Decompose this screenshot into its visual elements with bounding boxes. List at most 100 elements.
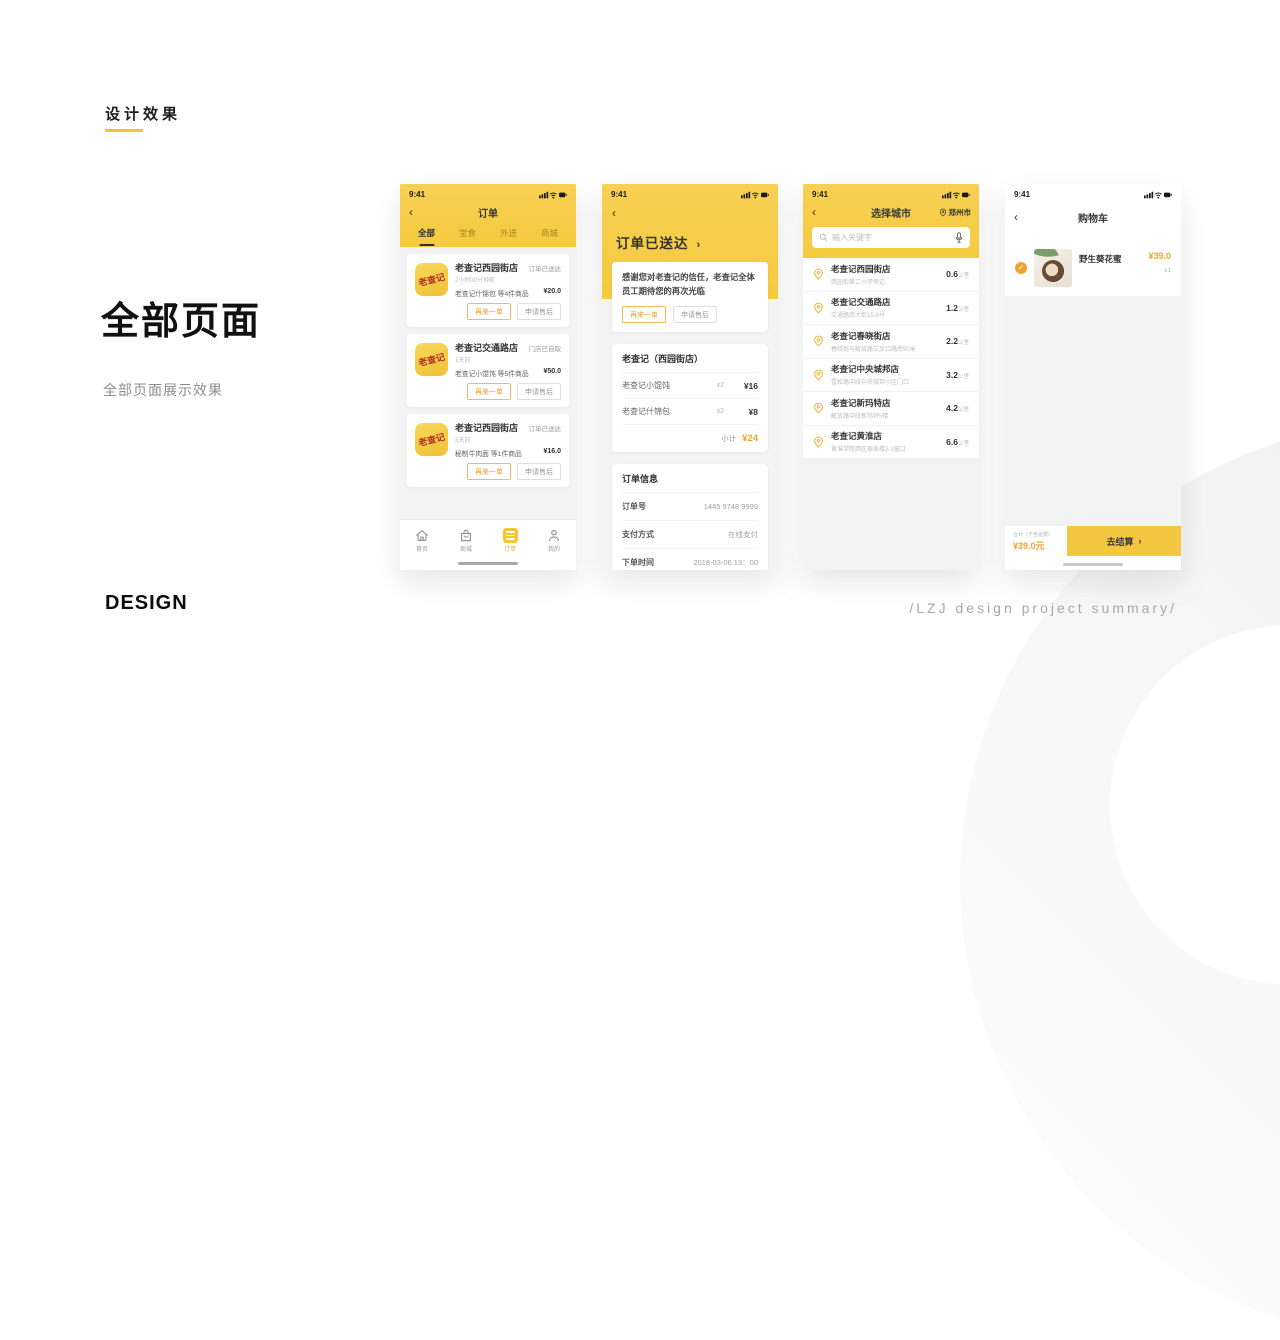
order-price: ¥16.0 [543, 448, 561, 455]
info-row: 下单时间 2018-03-06 13：00 [622, 558, 758, 568]
status-bar: 9:41 [803, 184, 979, 202]
item-qty: x2 [716, 382, 724, 390]
store-address: 西园街第二小学旁边 [831, 279, 886, 286]
store-address: 雪松路中段中央城邦小区门口 [831, 380, 910, 387]
order-items-summary: 老查记小馄饨 等5件商品 [455, 371, 529, 378]
page-title: 全部页面 [101, 301, 262, 343]
item-selected-checkbox[interactable]: ✓ [1015, 262, 1027, 274]
store-distance: 4.2公里 [946, 403, 969, 414]
location-pin-icon [814, 335, 823, 347]
item-row: 老查记小馄饨 x2 ¥16 [622, 373, 758, 400]
order-store-name: 老查记西园街店 [455, 263, 519, 273]
brand-app-icon: 老查记 [415, 423, 448, 456]
order-card[interactable]: 老查记 老查记西园街店 订单已送达 2小时30分钟前 老查记什锦包 等4件商品 … [407, 254, 569, 327]
status-time: 9:41 [1014, 189, 1031, 199]
orders-icon [502, 528, 518, 543]
cart-item-row: ✓ 野生葵花蜜 ¥39.0 x1 [1005, 240, 1181, 296]
tabbar-home[interactable]: 首页 [400, 524, 444, 553]
phone-cart: 9:41 ‹ 购物车 ✓ 野生葵花蜜 ¥39.0 x1 [1005, 184, 1181, 570]
order-info-card: 订单信息 订单号 1445 9748 9999 支付方式 在线支付 下单时间 2… [612, 464, 768, 570]
search-input[interactable] [832, 233, 951, 242]
after-sale-button[interactable]: 申请售后 [517, 463, 561, 480]
reorder-button[interactable]: 再来一单 [467, 463, 511, 480]
store-row[interactable]: 老查记新玛特店 解放路中段新玛特5楼 4.2公里 [803, 392, 979, 426]
store-row[interactable]: 老查记西园街店 西园街第二小学旁边 0.6公里 [803, 258, 979, 292]
store-name: 老查记中央城邦店 [831, 364, 900, 375]
order-time: 3天前 [455, 438, 471, 444]
tab-all[interactable]: 全部 [406, 222, 447, 247]
reorder-button[interactable]: 再来一单 [622, 306, 666, 324]
order-card[interactable]: 老查记 老查记西园街店 订单已送达 3天前 秘制牛肉面 等1件商品 ¥16.0 … [407, 414, 569, 487]
after-sale-button[interactable]: 申请售后 [673, 306, 717, 324]
store-row[interactable]: 老查记春晓街店 春晓街与解放路交叉口路南50米 2.2公里 [803, 325, 979, 359]
store-name: 老查记交通路店 [831, 297, 891, 308]
page-subtitle: 全部页面展示效果 [103, 382, 223, 398]
back-icon[interactable]: ‹ [409, 205, 413, 219]
tab-dine-in[interactable]: 堂食 [458, 228, 476, 238]
reorder-button[interactable]: 再来一单 [467, 383, 511, 400]
subtotal-value: ¥24 [742, 433, 758, 445]
store-distance: 0.6公里 [946, 269, 969, 280]
status-icons [741, 191, 769, 198]
store-row[interactable]: 老查记中央城邦店 雪松路中段中央城邦小区门口 3.2公里 [803, 358, 979, 392]
location-pin-icon [814, 302, 823, 314]
section-label: 设计效果 [105, 106, 182, 123]
search-icon [819, 233, 828, 242]
order-time: 1天前 [455, 358, 471, 364]
status-bar: 9:41 [400, 184, 576, 202]
info-row: 支付方式 在线支付 [622, 521, 758, 550]
order-items-summary: 秘制牛肉面 等1件商品 [455, 451, 522, 458]
store-name: 老查记黄淮店 [831, 431, 883, 442]
store-row[interactable]: 老查记黄淮店 黄淮学院西区宿舍楼2-1窗口 6.6公里 [803, 425, 979, 459]
current-city[interactable]: 郑州市 [939, 202, 971, 222]
item-name: 老查记小馄饨 [622, 381, 670, 391]
search-bar[interactable] [812, 227, 970, 248]
back-icon[interactable]: ‹ [812, 205, 816, 219]
tabbar-mall[interactable]: 商城 [444, 524, 488, 553]
microphone-icon[interactable] [955, 232, 963, 243]
after-sale-button[interactable]: 申请售后 [517, 303, 561, 320]
tab-mall[interactable]: 商城 [540, 228, 558, 238]
cart-footer: 合计（不含运费） ¥39.0元 去结算 › [1005, 526, 1181, 556]
footer-summary-label: /LZJ design project summary/ [909, 600, 1177, 616]
order-time: 2小时30分钟前 [455, 278, 496, 284]
order-items-card: 老查记（西园街店） 老查记小馄饨 x2 ¥16 老查记什锦包 x2 ¥8 小计 … [612, 344, 768, 453]
checkout-button[interactable]: 去结算 › [1067, 526, 1181, 556]
after-sale-button[interactable]: 申请售后 [517, 383, 561, 400]
chevron-right-icon[interactable]: › [696, 239, 702, 251]
status-time: 9:41 [611, 189, 628, 199]
store-address: 解放路中段新玛特5楼 [831, 413, 889, 420]
back-icon[interactable]: ‹ [612, 206, 616, 220]
back-icon[interactable]: ‹ [1014, 210, 1018, 224]
store-address: 黄淮学院西区宿舍楼2-1窗口 [831, 447, 906, 454]
store-row[interactable]: 老查记交通路店 交通路南大街15-6号 1.2公里 [803, 291, 979, 325]
location-pin-icon [814, 402, 823, 414]
order-card[interactable]: 老查记 老查记交通路店 门店已自取 1天前 老查记小馄饨 等5件商品 ¥50.0… [407, 334, 569, 407]
phone-order-detail: 9:41 ‹ 订单已送达 › 感谢您对老查记的信任，老查记全体员工期待您的再次光临… [602, 184, 778, 570]
status-bar: 9:41 [1005, 184, 1181, 202]
order-info-header: 订单信息 [622, 472, 758, 494]
order-items-summary: 老查记什锦包 等4件商品 [455, 291, 529, 298]
select-city-header: 9:41 ‹ 选择城市 郑州市 [803, 184, 979, 258]
location-pin-icon [814, 268, 823, 280]
cart-page-title: 购物车 [1078, 213, 1108, 225]
orders-tabs: 全部 堂食 外送 商城 [400, 222, 576, 247]
phone-select-city: 9:41 ‹ 选择城市 郑州市 [803, 184, 979, 570]
store-name: 老查记新玛特店 [831, 397, 891, 408]
reorder-button[interactable]: 再来一单 [467, 303, 511, 320]
store-header: 老查记（西园街店） [622, 352, 758, 374]
orders-page-title: 订单 [478, 208, 498, 220]
tabbar-profile[interactable]: 我的 [532, 524, 576, 553]
order-price: ¥50.0 [543, 368, 561, 375]
phone-orders-list: 9:41 ‹ 订单 全部 堂食 外送 商城 老查记 [400, 184, 576, 570]
product-qty: x1 [1164, 267, 1171, 274]
total-value: ¥39.0元 [1013, 540, 1045, 551]
brand-app-icon: 老查记 [415, 343, 448, 376]
tabbar-orders[interactable]: 订单 [488, 524, 532, 553]
tab-delivery[interactable]: 外送 [499, 228, 517, 238]
order-status: 订单已送达 [528, 425, 562, 433]
thanks-card: 感谢您对老查记的信任，老查记全体员工期待您的再次光临 再来一单 申请售后 [612, 262, 768, 333]
bottom-tab-bar: 首页 商城 订单 我的 [400, 519, 576, 570]
product-name: 野生葵花蜜 [1079, 254, 1122, 264]
product-price: ¥39.0 [1148, 251, 1171, 261]
